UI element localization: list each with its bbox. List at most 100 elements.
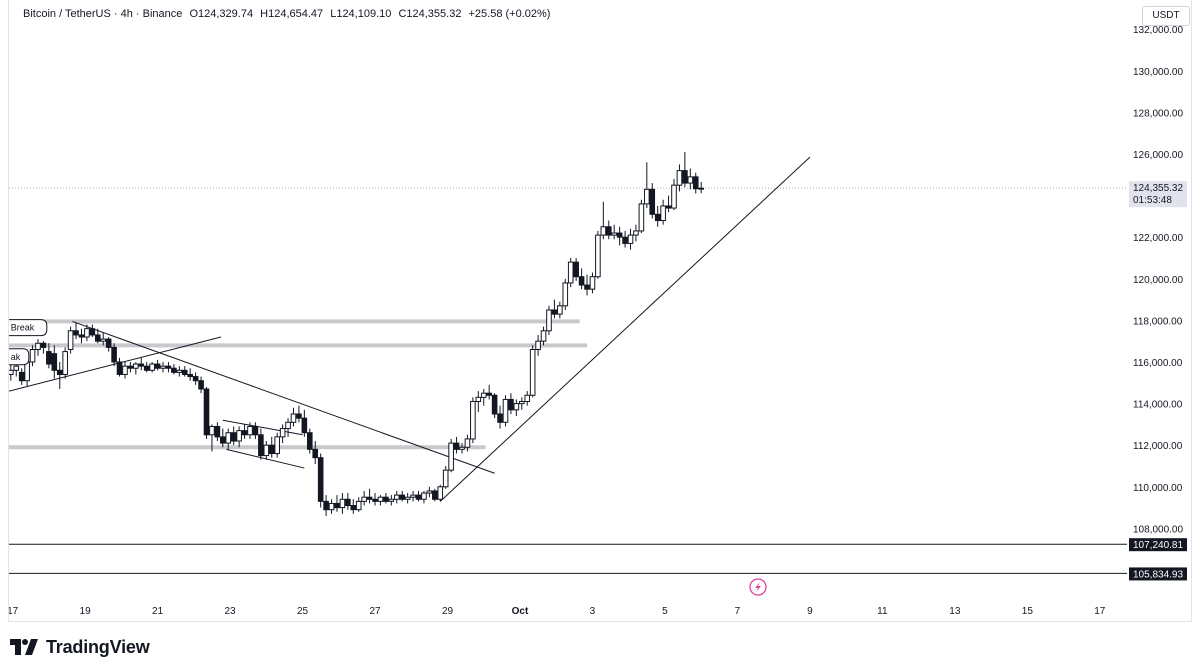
- candle-body-up: [67, 330, 74, 351]
- candle-body-up: [404, 496, 411, 500]
- currency-button[interactable]: USDT: [1142, 6, 1190, 26]
- candle: [415, 490, 422, 502]
- candle-body-up: [660, 205, 666, 222]
- candle: [508, 393, 514, 414]
- candle: [84, 324, 90, 342]
- candle: [578, 268, 585, 290]
- price-tick-label: 130,000.00: [1133, 67, 1183, 78]
- candle-body-down: [143, 365, 150, 371]
- candle-body-up: [546, 309, 552, 332]
- annotation-bubble: [9, 319, 48, 337]
- candle-body-up: [611, 232, 618, 236]
- candle-body-down: [187, 373, 193, 378]
- candle-body-up: [328, 502, 335, 511]
- chart-area[interactable]: Break ak 108,000.00 110,000.00 112,000.00 11…: [8, 0, 1192, 622]
- level-price-label: 107,240.81: [1133, 540, 1183, 551]
- candle-body-up: [421, 492, 427, 500]
- time-tick-label: 29: [442, 606, 454, 617]
- candle-body-up: [149, 363, 155, 371]
- candle: [40, 341, 47, 354]
- lightning-icon[interactable]: [749, 578, 767, 596]
- candle: [513, 399, 520, 417]
- candle: [312, 441, 319, 464]
- candle-body-down: [51, 353, 58, 371]
- candle-body-up: [676, 170, 683, 186]
- annotation-label: ak: [11, 352, 21, 362]
- candlestick-chart[interactable]: Break ak 108,000.00 110,000.00 112,000.00 11…: [9, 0, 1193, 622]
- candle-body-up: [529, 349, 536, 396]
- price-tick-label: 118,000.00: [1133, 316, 1183, 327]
- symbol-title[interactable]: Bitcoin / TetherUS · 4h · Binance: [23, 8, 183, 20]
- price-tick-label: 120,000.00: [1133, 275, 1183, 286]
- ohlc-low: L124,109.10: [330, 8, 392, 20]
- candle-body-up: [442, 469, 449, 488]
- candle-body-down: [214, 425, 221, 438]
- candle: [361, 490, 367, 506]
- candle: [638, 199, 645, 234]
- time-tick-label: 5: [662, 606, 668, 617]
- candle-body-down: [665, 205, 672, 209]
- candle-body-up: [470, 401, 476, 440]
- price-tick-label: 108,000.00: [1133, 524, 1183, 535]
- candle: [46, 343, 52, 369]
- candle-body-down: [682, 170, 688, 184]
- price-axis[interactable]: 108,000.00 110,000.00 112,000.00 114,000.00…: [1133, 25, 1183, 535]
- time-tick-label: 15: [1022, 606, 1034, 617]
- candle-body-down: [40, 342, 47, 348]
- candle-body-down: [94, 334, 101, 342]
- ohlc-change: +25.58 (+0.02%): [468, 8, 551, 20]
- candle: [133, 361, 139, 375]
- candle: [67, 326, 74, 354]
- candle-body-up: [393, 494, 400, 500]
- candle: [18, 368, 25, 385]
- candle: [654, 205, 661, 227]
- candle: [328, 499, 335, 514]
- candle-body-up: [225, 432, 232, 444]
- trendline: [9, 336, 222, 392]
- candle-body-down: [241, 430, 248, 436]
- candle-body-down: [383, 496, 389, 502]
- time-tick-label: 27: [369, 606, 381, 617]
- candle: [475, 391, 482, 412]
- candle: [176, 366, 183, 377]
- candle: [557, 301, 563, 319]
- candle: [687, 168, 694, 190]
- candle: [432, 488, 438, 502]
- tradingview-logo-icon: [10, 639, 38, 655]
- candle-body-up: [176, 369, 183, 373]
- time-tick-label: 25: [297, 606, 309, 617]
- tradingview-brand[interactable]: TradingView: [10, 636, 150, 658]
- candle-body-down: [138, 363, 145, 367]
- candle-body-down: [616, 232, 623, 238]
- candle: [29, 345, 36, 367]
- candle-body-up: [518, 401, 525, 405]
- candle-body-up: [100, 338, 107, 342]
- candle: [230, 426, 237, 446]
- candle-body-down: [230, 432, 237, 442]
- candle-body-up: [388, 498, 395, 502]
- candle: [100, 332, 107, 346]
- time-axis[interactable]: 17 19 21 23 25 27 29 Oct 3 5 7 9 11 13 15 17: [9, 606, 1106, 617]
- candle-body-up: [513, 403, 520, 411]
- candle: [383, 493, 389, 504]
- candle-body-down: [73, 330, 79, 336]
- candle: [644, 162, 650, 209]
- support-resistance-zones: [9, 319, 588, 450]
- candle-body-down: [317, 457, 324, 502]
- candle-body-down: [432, 490, 438, 500]
- candle: [480, 389, 487, 406]
- time-tick-label: 3: [590, 606, 596, 617]
- trendline: [226, 448, 305, 469]
- candle-body-up: [279, 428, 286, 438]
- horizontal-lines: [9, 543, 1127, 574]
- countdown-label: 01:53:48: [1133, 195, 1172, 206]
- candle: [584, 274, 590, 296]
- candle-body-down: [654, 213, 661, 222]
- candle-body-up: [84, 328, 90, 338]
- candle: [198, 376, 204, 394]
- candle-body-down: [573, 261, 579, 278]
- time-tick-label: Oct: [512, 606, 529, 617]
- candle: [698, 182, 704, 194]
- candle: [518, 397, 525, 410]
